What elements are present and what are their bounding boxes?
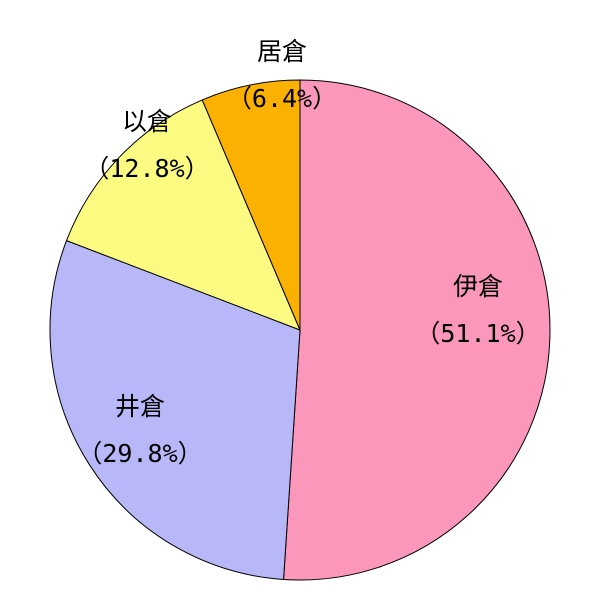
slice-percent: （12.8%） <box>84 154 209 183</box>
slice-name: 伊倉 <box>453 272 503 301</box>
pie-chart: 伊倉 （51.1%） 井倉 （29.8%） 以倉 （12.8%） 居倉 （6.4%） <box>0 0 600 600</box>
slice-percent: （51.1%） <box>415 319 540 348</box>
slice-percent: （29.8%） <box>77 439 202 468</box>
slice-name: 井倉 <box>115 392 165 421</box>
slice-label: 居倉 （6.4%） <box>227 37 337 113</box>
slice-name: 以倉 <box>122 107 172 136</box>
slice-name: 居倉 <box>257 37 307 66</box>
slice-percent: （6.4%） <box>227 84 337 113</box>
